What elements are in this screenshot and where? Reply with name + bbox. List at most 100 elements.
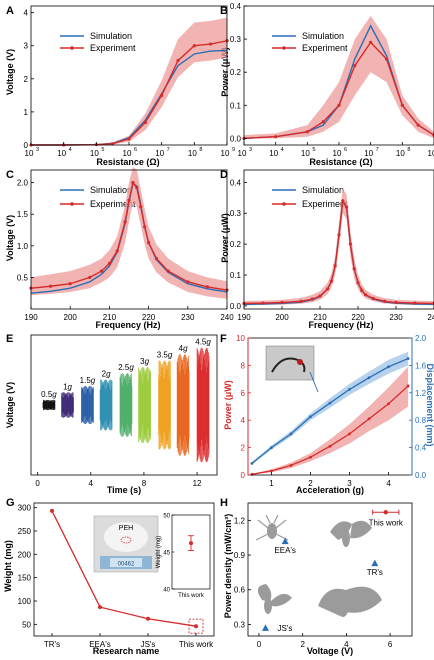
y-tick-label-f: 0 [241,471,246,480]
y2-tick-label-f: 0.0 [415,471,427,480]
y2-ticks-f: 0.0 0.4 0.8 1.2 1.6 2.0 [409,334,427,480]
x-tick-exponent-a: 3 [36,147,39,153]
d-legend-sim-label: Simulation [302,185,344,195]
burst-unit-e: g [68,382,73,391]
data-point-b [416,123,420,127]
g-xlabel: Research name [93,646,160,656]
y-tick-label-a: 2 [24,75,29,84]
y-ticks-d: 0.0 0.1 0.2 0.3 0.4 [230,178,247,311]
y-tick-label-a: 3 [24,42,29,51]
data-point-d [333,264,337,268]
scatter-point-h: TR's [367,559,383,577]
x-tick-label-d: 200 [275,313,289,322]
b-xlabel: Resistance (Ω) [309,157,372,167]
y-tick-label-h: 0.6 [234,586,246,595]
y-ticks-b: 0.0 0.1 0.2 0.3 0.4 [230,2,247,143]
data-point-c [115,249,119,253]
panel-b: B Power (μW) Resistance (Ω) Simulation E… [220,5,373,167]
y-tick-label-a: 0 [24,141,29,150]
x-tick-label-h: 0 [257,640,262,649]
y-tick-label-g: 50 [22,620,31,629]
data-point-b [274,135,278,139]
x-ticks-c: 190 200 210 220 230 240 [24,306,234,322]
insect-icon-tr [318,586,382,617]
y-tick-label-d: 0.1 [230,271,242,280]
plot-frame-d [243,169,434,310]
voltage-burst-e: 3.5g [157,350,173,450]
y-tick-label-h: 0.9 [234,551,246,560]
x-tick-label-b: 10 [396,149,405,158]
f-photo-inset [265,345,319,393]
x-tick-label-e: 12 [193,479,202,488]
confidence-band-a [31,17,227,145]
d-ylabel: Power (μW) [220,213,230,263]
series-markers-g [50,508,198,629]
h-xlabel: Voltage (V) [307,646,353,656]
series-markers-d [242,199,434,306]
voltage-burst-e: 3g [138,357,151,444]
y-tick-label-b: 0.3 [230,35,242,44]
a-ylabel: Voltage (V) [5,49,15,95]
data-point-f [270,469,273,473]
panel-d: D Power (μW) Frequency (Hz) Simulation E… [220,169,374,330]
x-tick-exponent-a: 4 [69,147,72,153]
panel-label-b: B [220,5,228,17]
insect-icon-js [257,584,292,614]
x-tick-label-b: 10 [269,149,278,158]
data-point-d [345,205,349,209]
inset-y-label-g: Weight (mg) [156,536,162,569]
g-photo-inset: PEH 00462 [93,515,159,573]
y-tick-label-b: 0.2 [230,68,242,77]
x-tick-exponent-a: 9 [232,147,235,153]
burst-label-e: 3.5g [157,350,173,359]
x-tick-label-f: 4 [386,479,391,488]
x-ticks-e: 0 4 8 12 [35,472,202,488]
burst-unit-e: g [206,338,211,347]
data-point-d [337,233,341,237]
data-point-f [328,401,332,405]
f-xlabel: Acceleration (g) [296,485,364,495]
y2-tick-label-f: 1.6 [415,361,427,370]
inset-y-tick-label-g: 50 [163,514,170,520]
panel-label-d: D [220,169,228,181]
data-point-f [367,376,371,380]
panel-label-e: E [6,333,13,345]
confidence-band-f [251,351,409,465]
x-tick-exponent-a: 8 [199,147,202,153]
f-photo-mass [297,359,303,365]
data-point-c [131,181,135,185]
y-tick-label-d: 0.0 [230,302,242,311]
y2-tick-label-f: 1.2 [415,389,427,398]
x-tick-label-c: 210 [103,313,117,322]
data-point-d [261,301,265,305]
x-tick-label-b: 10 [333,149,342,158]
series-line-d-0 [243,198,434,306]
data-point-a [160,93,164,97]
point-label-h: This work [369,518,404,527]
f-photo-frame [265,345,315,381]
x-tick-label-b: 10 [428,149,434,158]
x-tick-label-d: 210 [313,313,327,322]
series-line-d-1 [243,198,434,305]
data-point-c [154,256,159,261]
y-tick-label-f: 4 [241,416,246,425]
burst-label-e: 1.5g [80,376,96,385]
burst-unit-e: g [91,376,96,385]
x-tick-exponent-b: 3 [249,147,252,153]
inset-data-point-g [189,541,193,546]
y-tick-label-g: 100 [18,597,32,606]
f-ylabel: Power (μW) [223,380,233,430]
data-point-b [337,103,341,107]
data-point-c [127,198,131,202]
panel-a: A Voltage (V) Resistance (Ω) Simulation … [5,5,160,167]
burst-unit-e: g [168,350,173,359]
f-xlabel-text: Acceleration (g) [296,485,364,495]
c-legend-sim-label: Simulation [90,185,132,195]
x-tick-label-e: 8 [142,479,147,488]
x-tick-label-a: 10 [155,149,164,158]
scatter-point-h: This work [369,509,404,527]
data-point-b [305,130,309,134]
c-legend: Simulation Experiment [60,185,136,209]
x-tick-label-a: 10 [90,149,99,158]
y-tick-label-d: 0.3 [230,209,242,218]
